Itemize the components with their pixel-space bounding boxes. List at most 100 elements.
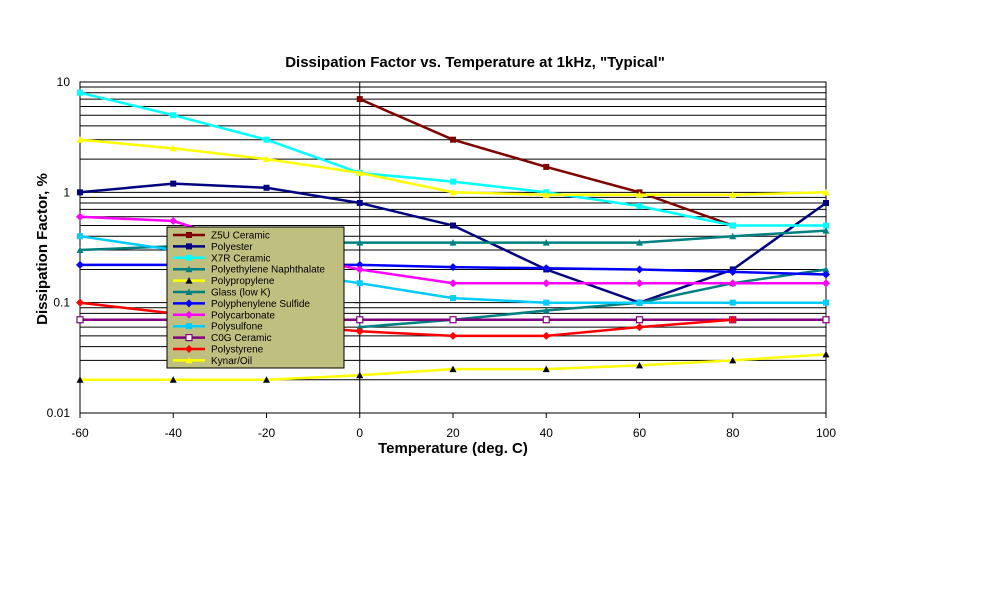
- legend-marker: [186, 232, 192, 238]
- data-point: [636, 239, 643, 246]
- data-point: [822, 350, 830, 358]
- legend-label: Polysulfone: [211, 322, 263, 333]
- legend-marker: [186, 254, 192, 261]
- data-point: [356, 169, 364, 176]
- data-point: [542, 331, 551, 340]
- data-point: [543, 163, 550, 170]
- legend-entry: Polycarbonate: [173, 310, 275, 321]
- data-point: [263, 155, 270, 163]
- series-0: [356, 96, 736, 229]
- data-point: [542, 279, 551, 288]
- legend-entry: Kynar/Oil: [173, 356, 252, 367]
- data-point: [355, 327, 364, 336]
- legend-entry: X7R Ceramic: [173, 253, 270, 264]
- data-point: [76, 376, 84, 383]
- data-point: [450, 222, 456, 229]
- data-point: [169, 144, 177, 152]
- legend-label: Polyester: [211, 242, 253, 253]
- y-tick-label: 0.01: [47, 406, 71, 420]
- x-axis-label: Temperature (deg. C): [378, 440, 528, 457]
- axes: -60 -40 -20 0 20 40 60 80 100 0.01 0.1 1 10: [47, 75, 837, 440]
- data-point: [822, 279, 830, 288]
- data-point: [77, 189, 83, 196]
- data-point: [169, 376, 177, 383]
- legend-marker: [186, 323, 192, 330]
- data-point: [822, 227, 830, 234]
- y-tick-label: 10: [57, 75, 71, 89]
- legend-box: [166, 226, 345, 369]
- data-point: [356, 96, 363, 103]
- legend-marker: [185, 277, 193, 284]
- legend-label: C0G Ceramic: [211, 333, 272, 344]
- data-point: [76, 246, 84, 254]
- data-point: [729, 299, 736, 306]
- data-point: [449, 365, 457, 373]
- series-2: [77, 89, 829, 229]
- data-point: [823, 222, 829, 229]
- data-point: [636, 299, 643, 306]
- data-point: [635, 316, 644, 324]
- data-point: [729, 191, 737, 198]
- legend-marker: [185, 334, 193, 342]
- series-11: [76, 136, 830, 198]
- data-point: [263, 184, 270, 191]
- legend-marker: [185, 310, 193, 319]
- legend-label: Polypropylene: [211, 276, 275, 287]
- series-line: [359, 268, 827, 329]
- legend-entry: Polyester: [173, 242, 253, 253]
- legend-marker: [185, 345, 193, 353]
- data-point: [636, 191, 643, 198]
- data-point: [77, 233, 83, 240]
- data-point: [77, 89, 83, 96]
- data-point: [728, 315, 737, 324]
- legend-entry: Polysulfone: [173, 322, 263, 333]
- data-point: [729, 222, 736, 229]
- legend-entry: C0G Ceramic: [173, 333, 272, 344]
- legend-label: Polyethylene Naphthalate: [211, 265, 325, 276]
- data-point: [822, 188, 830, 196]
- data-point: [450, 178, 456, 185]
- x-tick-label: -20: [258, 426, 276, 440]
- series-line: [359, 97, 734, 227]
- data-point: [822, 316, 830, 324]
- legend-label: Z5U Ceramic: [211, 231, 270, 242]
- data-point: [542, 264, 551, 273]
- data-point: [449, 239, 457, 246]
- data-point: [728, 279, 737, 288]
- data-point: [170, 112, 177, 119]
- data-point: [450, 295, 456, 302]
- data-point: [355, 260, 364, 269]
- legend-entry: Polypropylene: [173, 276, 275, 287]
- legend-label: Polyphenylene Sulfide: [211, 299, 310, 310]
- series-4: [76, 350, 830, 383]
- legend-label: X7R Ceramic: [211, 253, 270, 264]
- y-axis-label: Dissipation Factor, %: [34, 173, 51, 325]
- data-point: [76, 298, 84, 307]
- data-point: [728, 267, 737, 276]
- x-tick-label: -40: [165, 426, 183, 440]
- x-tick-label: 0: [356, 426, 363, 440]
- data-point: [635, 323, 644, 332]
- legend-marker: [185, 288, 193, 295]
- data-point: [542, 239, 550, 246]
- data-point: [263, 376, 270, 383]
- data-point: [170, 180, 177, 187]
- legend-marker: [186, 243, 192, 250]
- data-point: [76, 212, 84, 221]
- data-point: [542, 306, 550, 314]
- legend-marker: [185, 299, 193, 308]
- data-point: [636, 203, 643, 210]
- data-point: [635, 279, 644, 288]
- x-tick-label: 80: [726, 426, 740, 440]
- y-tick-label: 0.1: [53, 296, 70, 310]
- legend-entry: Polyphenylene Sulfide: [173, 299, 310, 310]
- data-point: [449, 279, 457, 288]
- x-tick-label: 100: [816, 426, 836, 440]
- data-point: [355, 265, 364, 274]
- legend-label: Glass (low K): [211, 288, 270, 299]
- data-point: [263, 136, 270, 143]
- data-point: [542, 316, 550, 324]
- y-tick-label: 1: [63, 185, 70, 199]
